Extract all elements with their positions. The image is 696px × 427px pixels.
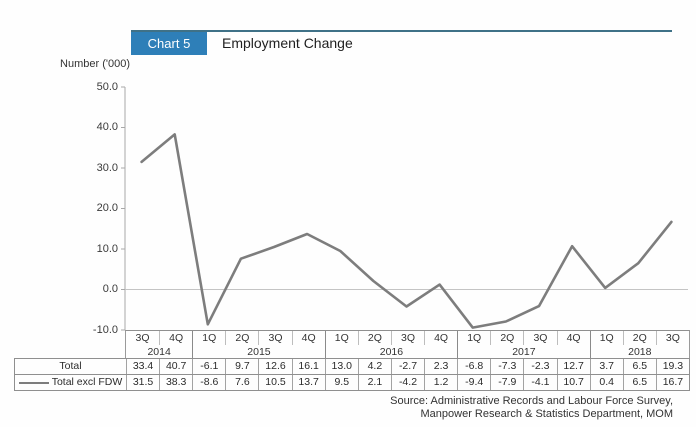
table-row-total: Total 33.4 40.7 -6.1 9.7 12.6 16.1 13.0 4.2 -2.7… — [15, 359, 689, 374]
y-tick-label: -10.0 — [92, 323, 118, 336]
table-value-cell: 10.5 — [258, 375, 291, 390]
table-value-cell: -4.2 — [390, 375, 424, 390]
chart-number-badge: Chart 5 — [131, 32, 207, 55]
x-tick-year: 2016 — [324, 345, 457, 359]
x-tick-quarter: 1Q — [457, 331, 490, 345]
table-value-cell: 9.7 — [225, 359, 258, 374]
table-value-cell: 2.1 — [357, 375, 391, 390]
x-tick-quarter: 2Q — [225, 331, 258, 345]
x-tick-year: 2014 — [147, 346, 171, 358]
table-value-cell: 38.3 — [159, 375, 192, 390]
table-value-cell: 12.7 — [556, 359, 590, 374]
line-legend-swatch — [18, 381, 49, 384]
table-value-cell: -8.6 — [192, 375, 225, 390]
table-value-cell: 4.2 — [357, 359, 391, 374]
table-value-cell: -7.3 — [490, 359, 523, 374]
table-value-cell: -4.1 — [523, 375, 556, 390]
table-value-cell: -7.9 — [490, 375, 523, 390]
x-tick-quarter: 4Q — [556, 331, 590, 345]
table-value-cell: 1.2 — [424, 375, 457, 390]
table-value-cell: 7.6 — [225, 375, 258, 390]
x-tick-quarter: 4Q — [291, 331, 325, 345]
x-tick-quarter: 1Q — [324, 331, 358, 345]
y-tick-label: 50.0 — [96, 80, 118, 93]
table-row-total-excl-fdw: Total excl FDW 31.5 38.3 -8.6 7.6 10.5 13.7 9.… — [15, 374, 689, 390]
x-tick-year: 2015 — [192, 345, 324, 359]
table-value-cell: -2.7 — [390, 359, 424, 374]
source-line-2: Manpower Research & Statistics Departmen… — [420, 408, 673, 420]
table-value-cell: -2.3 — [523, 359, 556, 374]
table-value-cell: 31.5 — [126, 375, 159, 390]
y-tick-label: 10.0 — [96, 242, 118, 255]
chart-title: Employment Change — [222, 35, 353, 51]
table-value-cell: 2.3 — [424, 359, 457, 374]
data-table: Total 33.4 40.7 -6.1 9.7 12.6 16.1 13.0 4.2 -2.7… — [14, 358, 690, 391]
source-note: Source: Administrative Records and Labou… — [390, 395, 673, 421]
x-tick-quarter: 2Q — [357, 331, 391, 345]
header-rule — [131, 30, 672, 32]
table-value-cell: 6.5 — [622, 375, 656, 390]
y-axis-title: Number ('000) — [60, 58, 130, 70]
table-value-cell: 16.7 — [655, 375, 689, 390]
table-value-cell: 10.7 — [556, 375, 590, 390]
table-value-cell: 33.4 — [126, 359, 159, 374]
table-value-cell: -6.8 — [457, 359, 490, 374]
table-value-cell: 12.6 — [258, 359, 291, 374]
x-axis-header: 3Q 4Q 1Q 2Q 3Q 4Q 1Q 2Q 3Q 4Q 1Q 2Q 3Q 4Q 1Q 2Q 3Q 2014 20… — [125, 330, 690, 359]
x-tick-quarter: 4Q — [424, 331, 457, 345]
table-value-cell: -9.4 — [457, 375, 490, 390]
x-tick-quarter: 2Q — [490, 331, 523, 345]
x-tick-quarter: 3Q — [390, 331, 424, 345]
table-value-cell: 13.0 — [324, 359, 358, 374]
table-value-cell: 40.7 — [159, 359, 192, 374]
table-value-cell: 0.4 — [589, 375, 623, 390]
x-tick-quarter: 3Q — [523, 331, 556, 345]
table-value-cell: 13.7 — [291, 375, 325, 390]
table-value-cell: 6.5 — [622, 359, 656, 374]
y-tick-label: 30.0 — [96, 161, 118, 174]
x-tick-quarter: 2Q — [622, 331, 656, 345]
table-value-cell: -6.1 — [192, 359, 225, 374]
table-value-cell: 16.1 — [291, 359, 325, 374]
x-tick-year: 2018 — [589, 345, 689, 359]
row-label-total-excl-fdw: Total excl FDW — [51, 376, 123, 388]
x-tick-quarter: 4Q — [159, 331, 192, 345]
y-tick-label: 20.0 — [96, 202, 118, 214]
x-tick-quarter: 1Q — [589, 331, 623, 345]
source-line-1: Source: Administrative Records and Labou… — [390, 395, 673, 407]
y-tick-label: 40.0 — [96, 121, 118, 133]
x-tick-quarter: 3Q — [135, 332, 150, 344]
table-value-cell: 3.7 — [589, 359, 623, 374]
x-tick-quarter: 3Q — [258, 331, 291, 345]
x-tick-year: 2017 — [457, 345, 589, 359]
x-tick-quarter: 1Q — [192, 331, 225, 345]
x-tick-quarter: 3Q — [655, 331, 689, 345]
table-value-cell: 19.3 — [655, 359, 689, 374]
legend-total-excl-fdw: Total excl FDW — [15, 375, 126, 390]
row-label-total: Total — [59, 360, 82, 372]
y-tick-label: 0.0 — [102, 283, 118, 295]
table-value-cell: 9.5 — [324, 375, 358, 390]
